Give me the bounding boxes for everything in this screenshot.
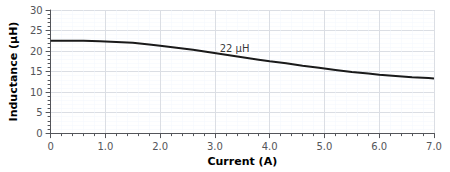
svg-text:7.0: 7.0 xyxy=(426,141,442,152)
svg-text:4.0: 4.0 xyxy=(262,141,278,152)
svg-text:0: 0 xyxy=(36,128,42,139)
svg-text:5: 5 xyxy=(36,107,42,118)
svg-text:10: 10 xyxy=(30,87,43,98)
svg-text:Inductance (μH): Inductance (μH) xyxy=(7,22,20,122)
svg-text:22 μH: 22 μH xyxy=(220,43,250,54)
svg-text:2.0: 2.0 xyxy=(152,141,168,152)
svg-text:15: 15 xyxy=(30,66,43,77)
svg-text:1.0: 1.0 xyxy=(97,141,113,152)
svg-text:6.0: 6.0 xyxy=(371,141,387,152)
svg-text:0: 0 xyxy=(47,141,53,152)
svg-text:Current (A): Current (A) xyxy=(207,155,277,168)
svg-text:5.0: 5.0 xyxy=(317,141,333,152)
svg-text:3.0: 3.0 xyxy=(207,141,223,152)
svg-text:25: 25 xyxy=(30,25,43,36)
svg-text:20: 20 xyxy=(30,46,43,57)
svg-text:30: 30 xyxy=(30,5,43,16)
